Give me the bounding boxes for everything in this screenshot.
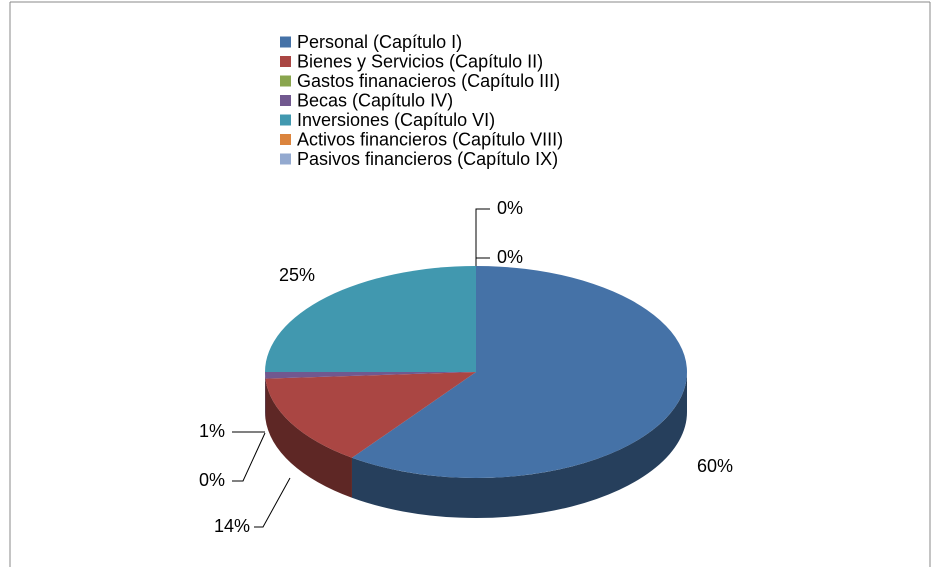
legend-swatch: [280, 114, 291, 126]
legend-label: Becas (Capítulo IV): [297, 90, 453, 110]
legend-swatch: [280, 36, 291, 48]
slice-side: [351, 372, 687, 518]
legend-swatch: [280, 153, 291, 165]
legend-label: Bienes y Servicios (Capítulo II): [297, 51, 543, 71]
slice: [351, 266, 688, 478]
data-label: 0%: [497, 198, 523, 218]
legend-label: Inversiones (Capítulo VI): [297, 110, 495, 130]
data-label: 14%: [214, 516, 250, 536]
legend-label: Activos financieros (Capítulo VIII): [297, 129, 563, 149]
slice: [265, 266, 476, 372]
legend-swatch: [280, 95, 291, 106]
legend-label: Pasivos financieros (Capítulo IX): [297, 149, 558, 169]
data-label: 60%: [697, 456, 733, 476]
legend-swatch: [280, 134, 291, 145]
data-label: 25%: [279, 265, 315, 285]
legend-swatch: [280, 75, 291, 87]
data-label: 0%: [199, 470, 225, 490]
leader-line: [254, 477, 291, 528]
leader-line: [232, 432, 266, 482]
slice-side: [265, 378, 352, 498]
slice: [265, 372, 476, 379]
legend-label: Gastos finanacieros (Capítulo III): [297, 71, 560, 91]
legend-label: Personal (Capítulo I): [297, 32, 462, 52]
legend-swatch: [280, 56, 291, 67]
slice: [265, 372, 476, 458]
leader-line: [475, 208, 490, 258]
data-label: 1%: [199, 421, 225, 441]
data-label: 0%: [497, 247, 523, 267]
